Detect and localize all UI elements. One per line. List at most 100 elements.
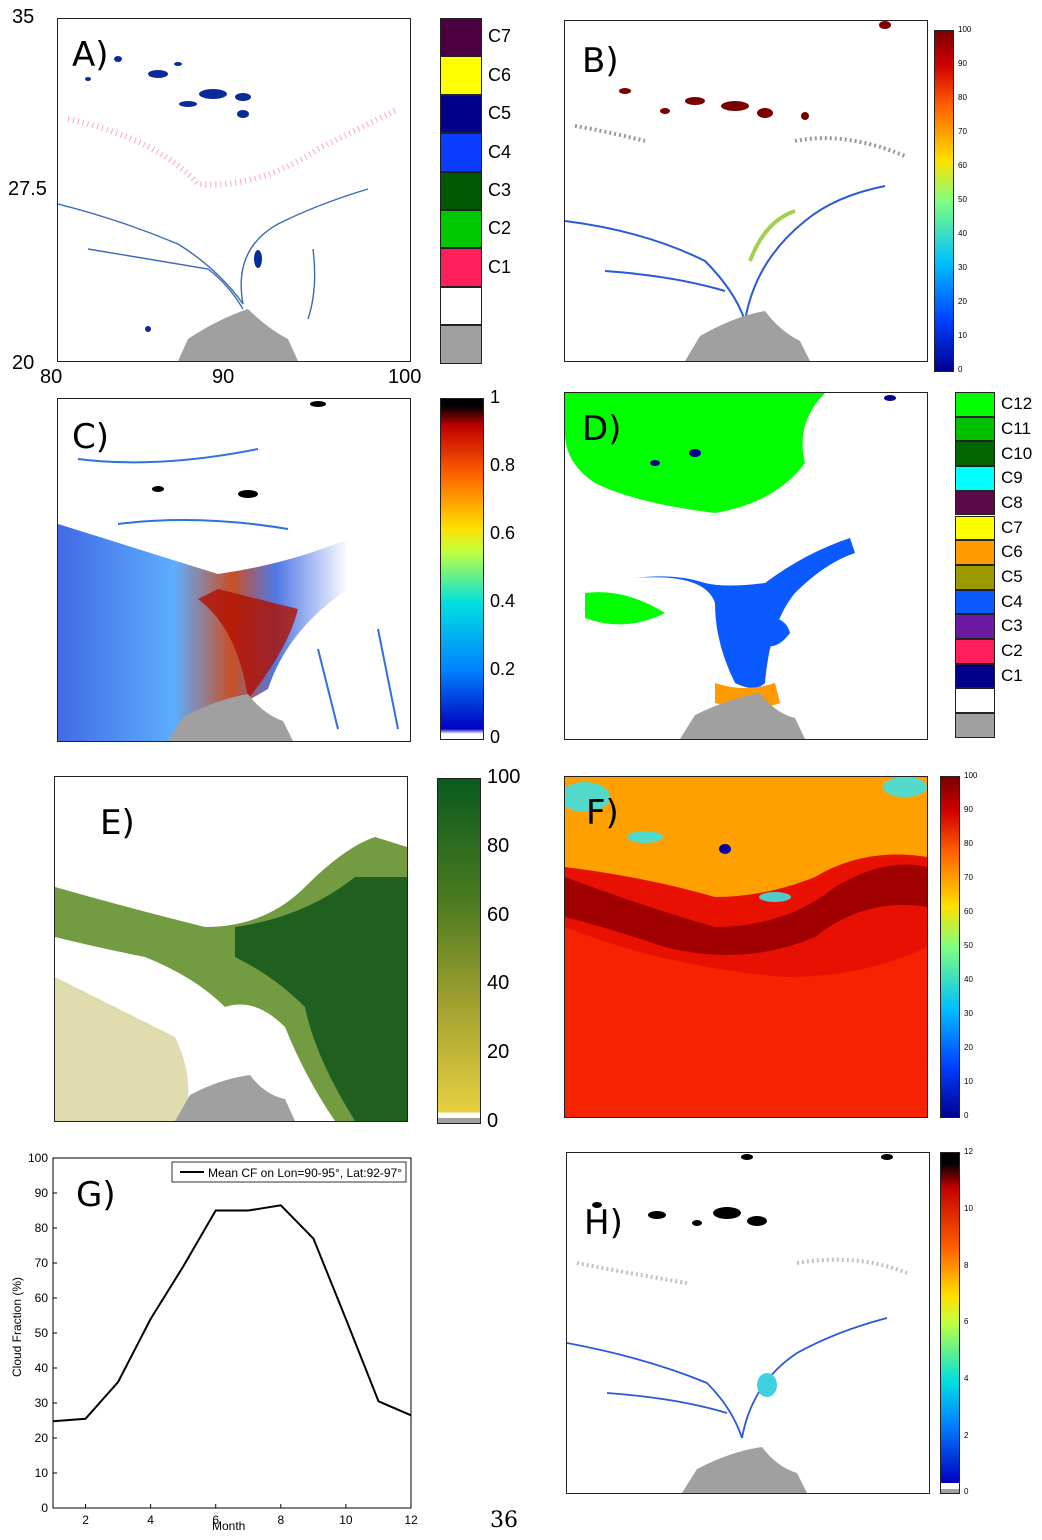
y-tick-label: 10 (35, 1466, 49, 1480)
y-tick-label: 70 (35, 1256, 49, 1270)
panel-d-legend-swatch (955, 540, 995, 565)
page-number: 36 (490, 1508, 518, 1533)
panel-a-legend-swatch (440, 325, 482, 364)
colorbar-tick-label: 40 (487, 972, 510, 995)
panel-d-legend-swatch (955, 663, 995, 689)
panel-f-label: F) (586, 793, 619, 833)
panel-d-legend-label: C4 (1001, 591, 1023, 611)
panel-d-legend-label: C11 (1001, 418, 1031, 438)
colorbar-tick-label: 0.4 (490, 591, 516, 612)
colorbar-tick-label: 60 (964, 907, 973, 917)
panel-a-legend: C7 C6 C5 C4 C3 C2 C1 (440, 18, 511, 364)
panel-b-map (564, 20, 928, 362)
panel-d-legend-label: C2 (1001, 641, 1023, 661)
colorbar-tick-label: 12 (964, 1147, 973, 1157)
panel-d-legend-swatch (955, 589, 995, 615)
colorbar-tick-label: 50 (958, 195, 967, 205)
panel-a-y-tick: 27.5 (8, 178, 47, 200)
panel-d-legend-swatch (955, 713, 995, 738)
panel-h-colorbar (940, 1152, 960, 1494)
panel-d-legend-swatch (955, 466, 995, 491)
colorbar-tick-label: 90 (958, 59, 967, 69)
colorbar-tick-label: 20 (964, 1043, 973, 1053)
panel-a-map-image (58, 56, 400, 361)
panel-d-map (564, 392, 928, 740)
colorbar-tick-label: 4 (964, 1373, 969, 1383)
panel-e-map (54, 776, 408, 1122)
panel-d-label: D) (582, 409, 622, 449)
panel-d-legend-swatch (955, 614, 995, 639)
panel-a-legend-swatch (440, 133, 482, 172)
colorbar-tick-label: 80 (487, 834, 510, 857)
panel-d-legend-swatch (955, 564, 995, 590)
panel-a-legend-label: C6 (488, 64, 512, 85)
series-line-mean-cf (52, 1204, 412, 1423)
x-tick-label: 6 (212, 1513, 219, 1527)
panel-d-legend-label: C5 (1001, 567, 1023, 587)
panel-f-map-image (565, 777, 927, 1117)
colorbar-tick-label: 8 (964, 1260, 969, 1270)
panel-a-legend-swatch (440, 286, 482, 326)
y-tick-label: 90 (35, 1186, 49, 1200)
y-tick-label: 60 (35, 1291, 49, 1305)
panel-d-map-image (565, 393, 896, 739)
legend-entry: Mean CF on Lon=90-95°, Lat:92-97° (208, 1166, 402, 1180)
y-tick-label: 80 (35, 1221, 49, 1235)
colorbar-tick-label: 0 (964, 1487, 969, 1497)
y-axis-label: Cloud Fraction (%) (10, 1276, 24, 1378)
x-tick-label: 2 (82, 1513, 89, 1527)
panel-h-map-image (567, 1154, 908, 1493)
panel-e-map-image (55, 837, 407, 1121)
panel-d-legend-label: C1 (1001, 665, 1023, 685)
colorbar-tick-label: 0.8 (490, 455, 516, 476)
y-tick-label: 40 (35, 1361, 49, 1375)
panel-c-label: C) (72, 417, 110, 457)
y-tick-label: 0 (41, 1501, 48, 1515)
colorbar-tick-label: 6 (964, 1317, 969, 1327)
panel-d-legend: C12 C11 C10 C9 C8 C7 C6 C5 C4 C3 C2 C1 (955, 392, 1032, 738)
panel-c-colorbar (440, 398, 484, 740)
panel-f-colorbar (940, 776, 960, 1118)
x-tick-label: 12 (404, 1513, 418, 1527)
panel-a-legend-swatch (440, 210, 482, 249)
colorbar-tick-label: 100 (964, 771, 978, 781)
colorbar-tick-label: 0.6 (490, 523, 516, 544)
panel-a-legend-label: C2 (488, 218, 512, 239)
x-axis-label: Month (212, 1519, 246, 1533)
panel-a-legend-swatch (440, 94, 482, 134)
colorbar-tick-label: 0 (487, 1110, 499, 1132)
panel-f-map (564, 776, 928, 1118)
x-tick-label: 4 (147, 1513, 154, 1527)
panel-c-map (57, 398, 411, 742)
panel-d-legend-label: C3 (1001, 616, 1023, 636)
panel-a-y-tick: 35 (12, 6, 35, 28)
panel-a-legend-label: C5 (488, 103, 512, 124)
y-tick-label: 50 (35, 1326, 49, 1340)
panel-a-legend-swatch (440, 171, 482, 210)
colorbar-tick-label: 50 (964, 941, 973, 951)
panel-d-legend-label: C7 (1001, 517, 1023, 537)
panel-d-legend-label: C12 (1001, 394, 1033, 414)
panel-d-legend-swatch (955, 392, 995, 417)
panel-d-legend-swatch (955, 416, 995, 442)
panel-a-x-tick: 100 (388, 366, 422, 388)
colorbar-tick-label: 100 (487, 766, 521, 788)
x-tick-label: 10 (339, 1513, 353, 1527)
y-tick-label: 20 (35, 1431, 49, 1445)
panel-a-x-tick: 80 (40, 366, 63, 388)
colorbar-tick-label: 10 (964, 1077, 973, 1087)
colorbar-tick-label: 1 (490, 387, 501, 408)
y-tick-label: 100 (28, 1151, 48, 1165)
colorbar-tick-label: 20 (487, 1041, 510, 1064)
panel-e-label: E) (100, 803, 135, 843)
colorbar-tick-label: 60 (487, 903, 510, 926)
colorbar-tick-label: 0.2 (490, 659, 516, 680)
panel-d-legend-swatch (955, 441, 995, 467)
panel-a-x-tick: 90 (212, 366, 235, 388)
colorbar-tick-label: 70 (964, 873, 973, 883)
panel-a-y-tick: 20 (12, 352, 35, 374)
panel-a-legend-label: C1 (488, 256, 512, 277)
panel-d-legend-label: C9 (1001, 468, 1023, 488)
colorbar-tick-label: 30 (958, 263, 967, 273)
colorbar-tick-label: 40 (958, 229, 967, 239)
